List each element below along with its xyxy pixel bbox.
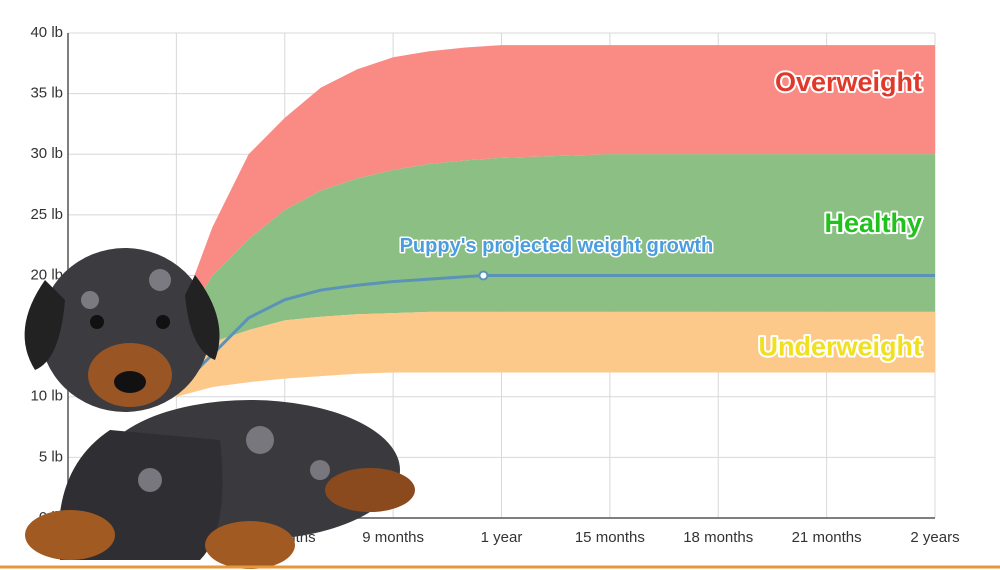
dog-spot: [81, 291, 99, 309]
band: [176, 154, 935, 361]
dog-spot: [149, 269, 171, 291]
y-tick-label: 30 lb: [30, 145, 63, 162]
band-label: Underweight: [758, 331, 922, 361]
dog-spot: [310, 460, 330, 480]
puppy-illustration: [24, 248, 415, 569]
dog-ear: [24, 280, 65, 370]
band-label: Overweight: [775, 67, 922, 97]
x-tick-label: 1 year: [481, 529, 523, 546]
y-tick-label: 35 lb: [30, 85, 63, 102]
dog-nose: [114, 371, 146, 393]
dog-paw: [325, 468, 415, 512]
x-tick-label: 21 months: [792, 529, 862, 546]
projection: [193, 270, 935, 374]
projection-marker: [478, 270, 489, 281]
x-tick-label: 18 months: [683, 529, 753, 546]
projection-label: Puppy's projected weight growth: [400, 235, 714, 257]
x-tick-label: 9 months: [362, 529, 424, 546]
band: [176, 311, 935, 397]
band-label: Healthy: [824, 208, 922, 238]
y-tick-label: 5 lb: [39, 448, 63, 465]
bands: [176, 45, 935, 397]
x-tick-label: 2 years: [910, 529, 959, 546]
dog-paw: [25, 510, 115, 560]
band: [176, 45, 935, 337]
dog-eye: [156, 315, 170, 329]
projection-line: [193, 274, 935, 374]
y-tick-label: 40 lb: [30, 24, 63, 41]
dog-eye: [90, 315, 104, 329]
dog-paw: [205, 521, 295, 569]
labels: Overweight Healthy Underweight Puppy's proj…: [398, 65, 924, 364]
y-tick-label: 25 lb: [30, 206, 63, 223]
x-tick-label: 15 months: [575, 529, 645, 546]
dog-spot: [246, 426, 274, 454]
dog-ear: [185, 275, 220, 360]
dog-spot: [138, 468, 162, 492]
y-tick-label: 10 lb: [30, 388, 63, 405]
y-tick-label: 20 lb: [30, 266, 63, 283]
